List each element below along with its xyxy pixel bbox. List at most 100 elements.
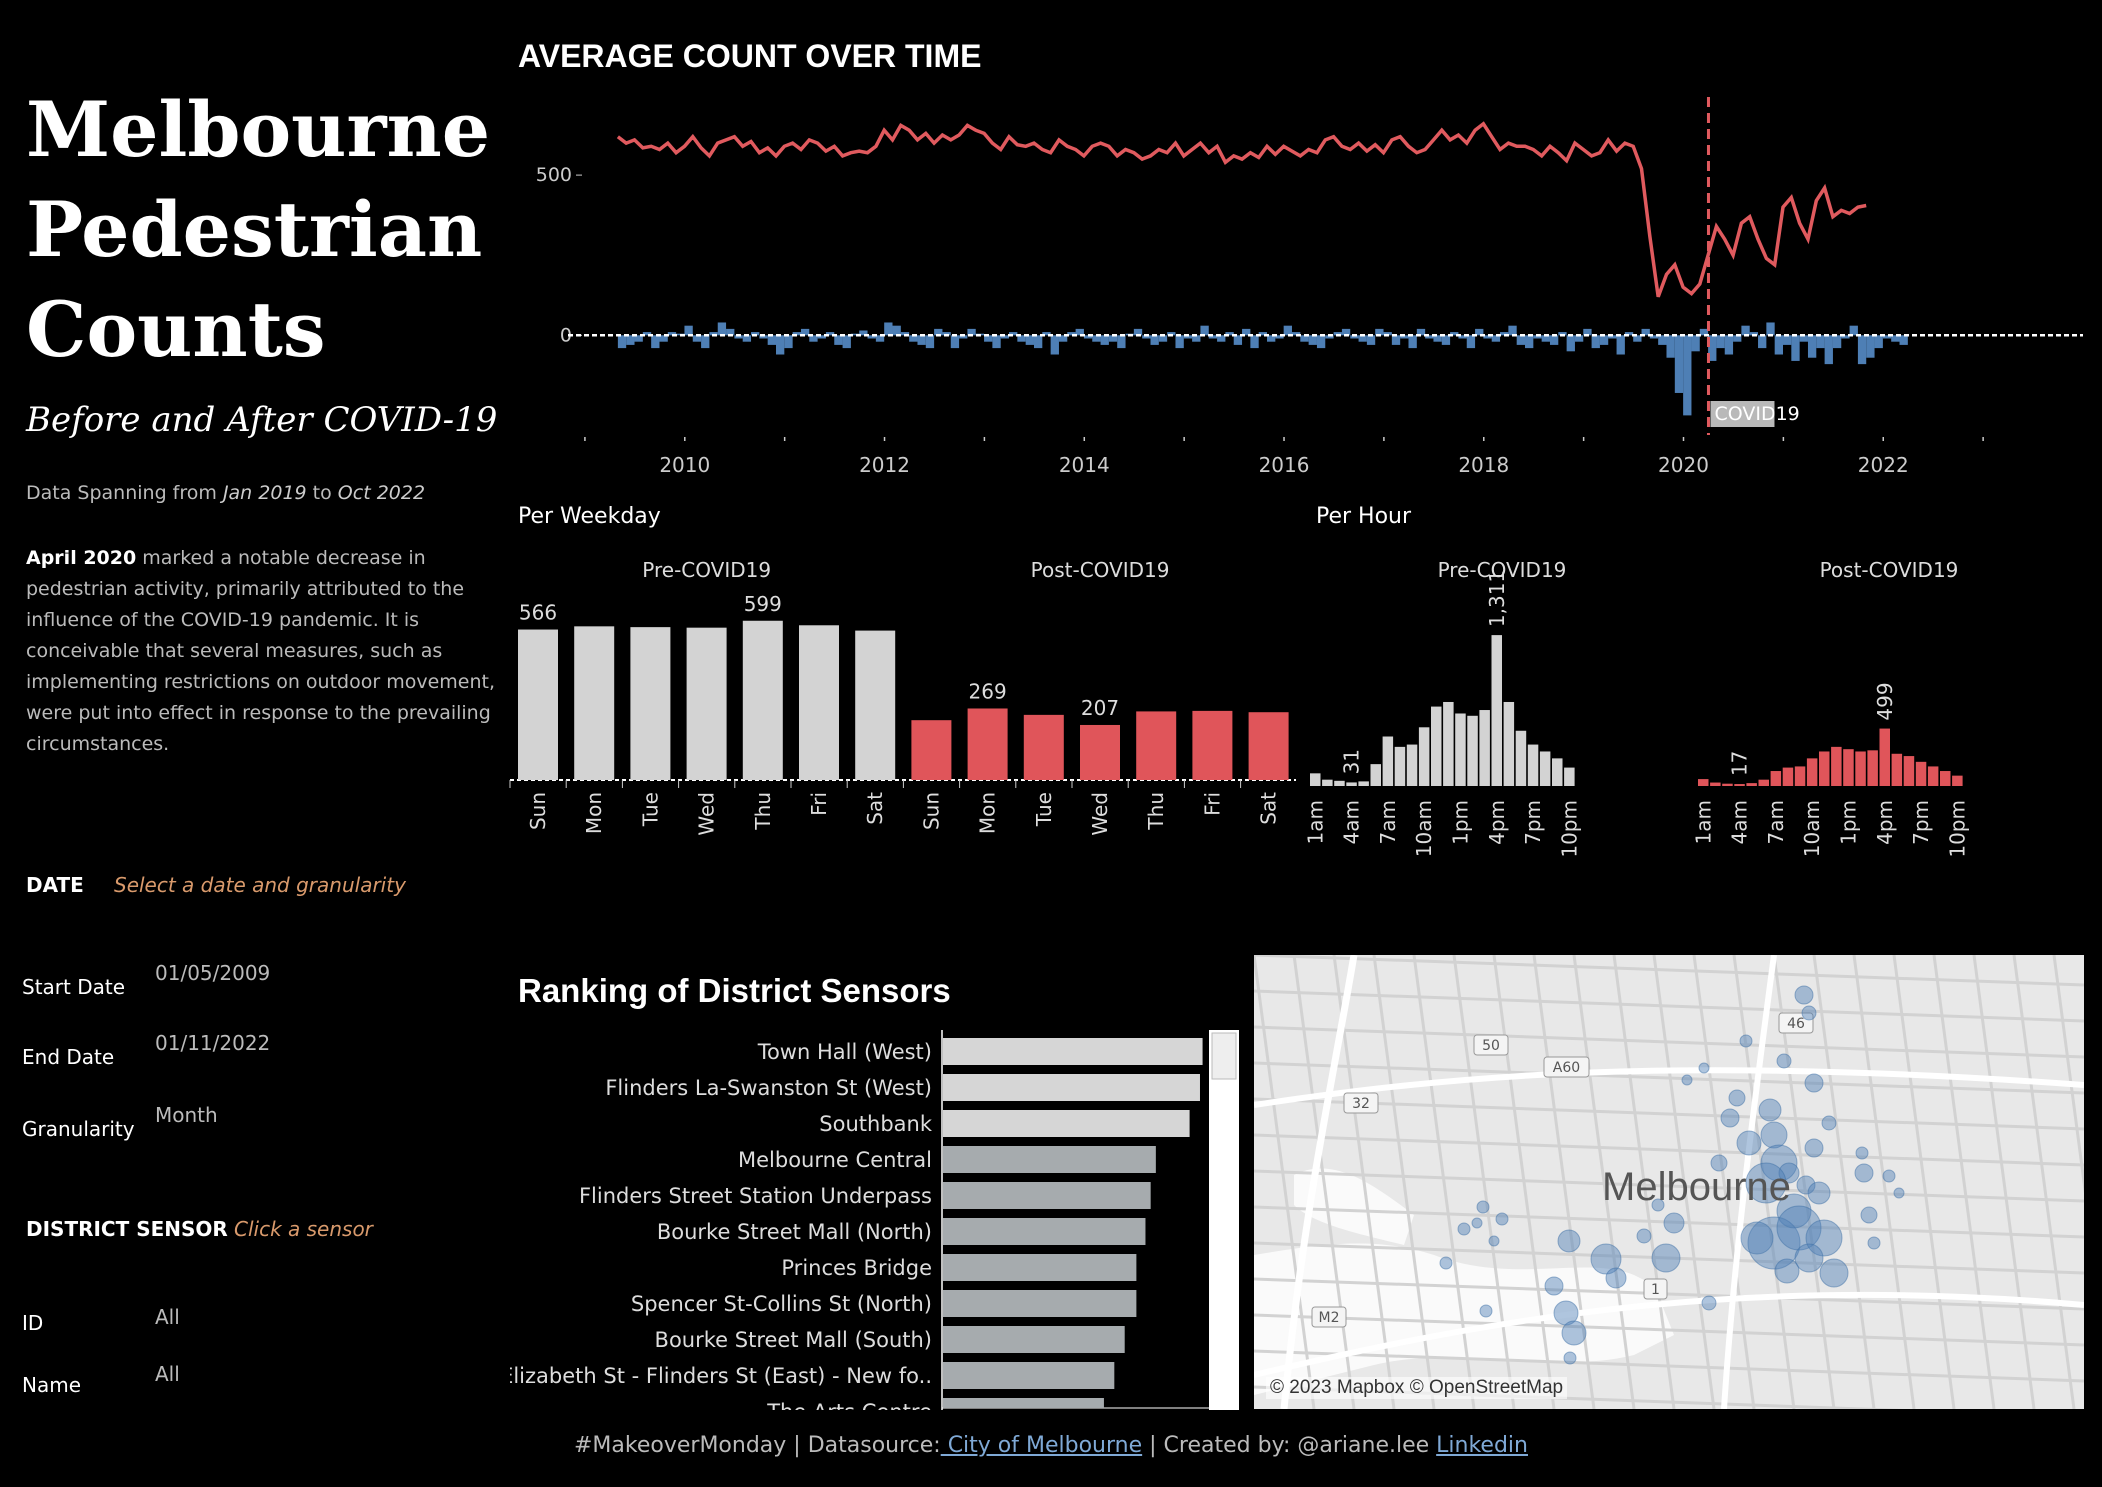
x-tick-label: 2014 [1059,453,1110,477]
x-tick-label: 2010 [659,453,710,477]
hour-bar [1406,744,1418,786]
diff-bar [825,332,835,336]
diff-bar [1242,328,1251,336]
diff-bar [1500,332,1509,336]
hour-bar [1382,736,1394,786]
hour-tick-label: 4am [1340,800,1364,844]
diff-bar [792,332,801,336]
weekday-tick-label: Fri [1200,792,1224,816]
ranking-bar [943,1398,1104,1408]
sensor-marker [1760,1121,1788,1149]
diff-bar [1633,335,1642,342]
diff-bar [642,332,652,336]
datasource-link[interactable]: City of Melbourne [940,1433,1143,1458]
diff-bar [1857,335,1867,365]
diff-bar [867,335,876,339]
ranking-bar [943,1182,1151,1209]
weekday-tick-label: Fri [807,792,831,816]
diff-bar [1649,335,1659,339]
granularity-select[interactable]: Month [155,1103,218,1127]
diff-bar [1341,328,1351,336]
diff-bar [1150,335,1159,345]
hour-tick-label: 7am [1376,800,1400,844]
hour-tick-label: 4pm [1485,800,1509,845]
sensor-marker [1590,1243,1622,1275]
diff-bar [717,322,727,336]
diff-bar [1891,335,1900,342]
weekday-tick-label: Wed [1088,792,1112,836]
road-shield-label: A60 [1553,1060,1580,1076]
hour-bar [1927,766,1939,786]
diff-bar [751,332,760,336]
diff-bar [1133,328,1143,336]
hour-bar [1346,782,1357,786]
map-canvas[interactable]: 50 A60 46 32 1 M2 [1254,955,2084,1409]
sensor-marker [1476,1200,1490,1214]
diff-bar [1549,335,1559,345]
span-start: Jan 2019 [222,482,307,504]
time-chart[interactable]: 500 0 COVID19 2010 2012 2014 2016 2018 2020 2022 [518,85,2083,485]
diff-bar [1724,335,1734,355]
diff-bar [1383,332,1392,336]
diff-bar [850,333,860,336]
weekday-tick-label: Sun [919,792,943,830]
sensor-marker [1720,1108,1740,1128]
road-shield [1543,1056,1590,1078]
diff-bar [1200,325,1209,336]
sensor-marker [1728,1089,1746,1107]
diff-bar [1658,335,1667,345]
diff-bar [925,335,935,349]
ranking-bar [943,1326,1125,1353]
x-tick-label: 2016 [1259,453,1310,477]
map-road [1572,955,1636,1409]
start-date-label: Start Date [22,975,126,999]
diff-bar [709,332,718,336]
hour-bar [1915,761,1927,786]
date-filter-hint: Select a date and granularity [114,873,406,897]
start-date-input[interactable]: 01/05/2009 [155,961,271,985]
weekday-chart[interactable]: Pre-COVID19 Post-COVID19 566 Sun Mon Tue Wed 59… [500,550,1300,860]
diff-bar [1000,335,1010,339]
sensor-marker [1796,1175,1816,1195]
ranking-bar [943,1074,1200,1101]
end-date-input[interactable]: 01/11/2022 [155,1031,271,1055]
name-filter[interactable]: All [155,1362,180,1386]
diff-bar [842,335,851,349]
x-tick-label: 2012 [859,453,910,477]
map-road [1254,1133,2084,1167]
hour-tick-label: 1am [1303,800,1327,844]
ranking-bar [943,1038,1203,1065]
ranking-chart[interactable]: Town Hall (West) Flinders La-Swanston St … [510,1030,1240,1410]
map-road [1254,1169,2084,1203]
diff-bar [1533,335,1542,339]
id-filter[interactable]: All [155,1305,180,1329]
y-tick-label: 0 [560,324,572,346]
sensor-marker [1479,1304,1493,1318]
hour-chart-title: Per Hour [1316,504,1412,529]
road-shield-label: 32 [1352,1096,1370,1112]
map-road [1892,955,1956,1409]
hour-bar [1552,758,1563,786]
weekday-bar [518,629,558,780]
sensor-marker [1745,1162,1787,1204]
hour-tick-label: 1pm [1448,800,1472,845]
road-shield [1311,1306,1347,1328]
avg-count-line [616,121,1867,298]
hour-bar [1503,701,1515,786]
road-shield-label: 50 [1482,1038,1500,1054]
sensor-marker [1495,1212,1509,1226]
granularity-label: Granularity [22,1117,135,1141]
sensor-marker [1544,1276,1564,1296]
diff-bar [651,335,660,349]
diff-bar [784,335,793,349]
diff-bar [1092,335,1101,342]
title-line: Pedestrian [26,185,483,274]
bar-value-label: 499 [1873,682,1897,720]
weekday-tick-label: Thu [751,792,775,831]
linkedin-link[interactable]: Linkedin [1436,1433,1528,1458]
page-subtitle: Before and After COVID-19 [26,400,498,440]
sensor-marker [1557,1229,1581,1253]
diff-bar [1108,335,1118,342]
sensor-map[interactable]: 50 A60 46 32 1 M2 Melbourne © 2023 Mapbox © O… [1254,955,2084,1409]
hour-chart[interactable]: Pre-COVID19 Post-COVID19 31 1,311 1am 4am 7am 1… [1300,550,2090,860]
